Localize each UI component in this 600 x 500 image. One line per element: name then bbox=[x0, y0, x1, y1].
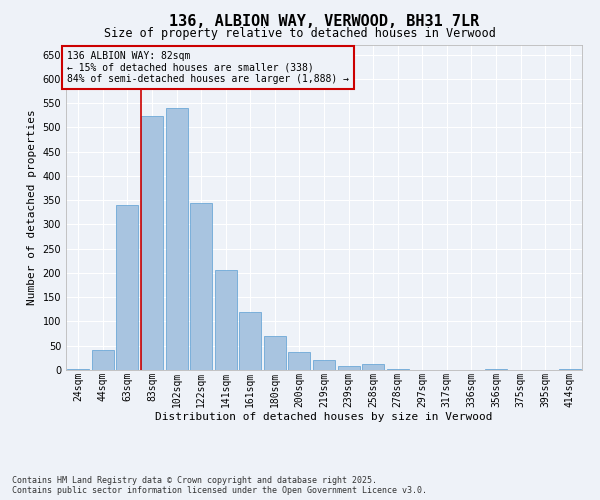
Bar bbox=[190, 202, 212, 370]
Bar bbox=[264, 336, 286, 370]
Title: 136, ALBION WAY, VERWOOD, BH31 7LR: 136, ALBION WAY, VERWOOD, BH31 7LR bbox=[169, 14, 479, 28]
Bar bbox=[362, 364, 384, 370]
Bar bbox=[338, 366, 359, 370]
Bar bbox=[313, 360, 335, 370]
X-axis label: Distribution of detached houses by size in Verwood: Distribution of detached houses by size … bbox=[155, 412, 493, 422]
Bar bbox=[239, 312, 262, 370]
Text: 136 ALBION WAY: 82sqm
← 15% of detached houses are smaller (338)
84% of semi-det: 136 ALBION WAY: 82sqm ← 15% of detached … bbox=[67, 51, 349, 84]
Bar bbox=[166, 108, 188, 370]
Text: Contains HM Land Registry data © Crown copyright and database right 2025.
Contai: Contains HM Land Registry data © Crown c… bbox=[12, 476, 427, 495]
Y-axis label: Number of detached properties: Number of detached properties bbox=[27, 110, 37, 306]
Bar bbox=[67, 369, 89, 370]
Bar bbox=[485, 369, 507, 370]
Bar bbox=[559, 369, 581, 370]
Bar bbox=[141, 116, 163, 370]
Text: Size of property relative to detached houses in Verwood: Size of property relative to detached ho… bbox=[104, 28, 496, 40]
Bar bbox=[92, 350, 114, 370]
Bar bbox=[289, 352, 310, 370]
Bar bbox=[386, 369, 409, 370]
Bar bbox=[116, 205, 139, 370]
Bar bbox=[215, 270, 237, 370]
